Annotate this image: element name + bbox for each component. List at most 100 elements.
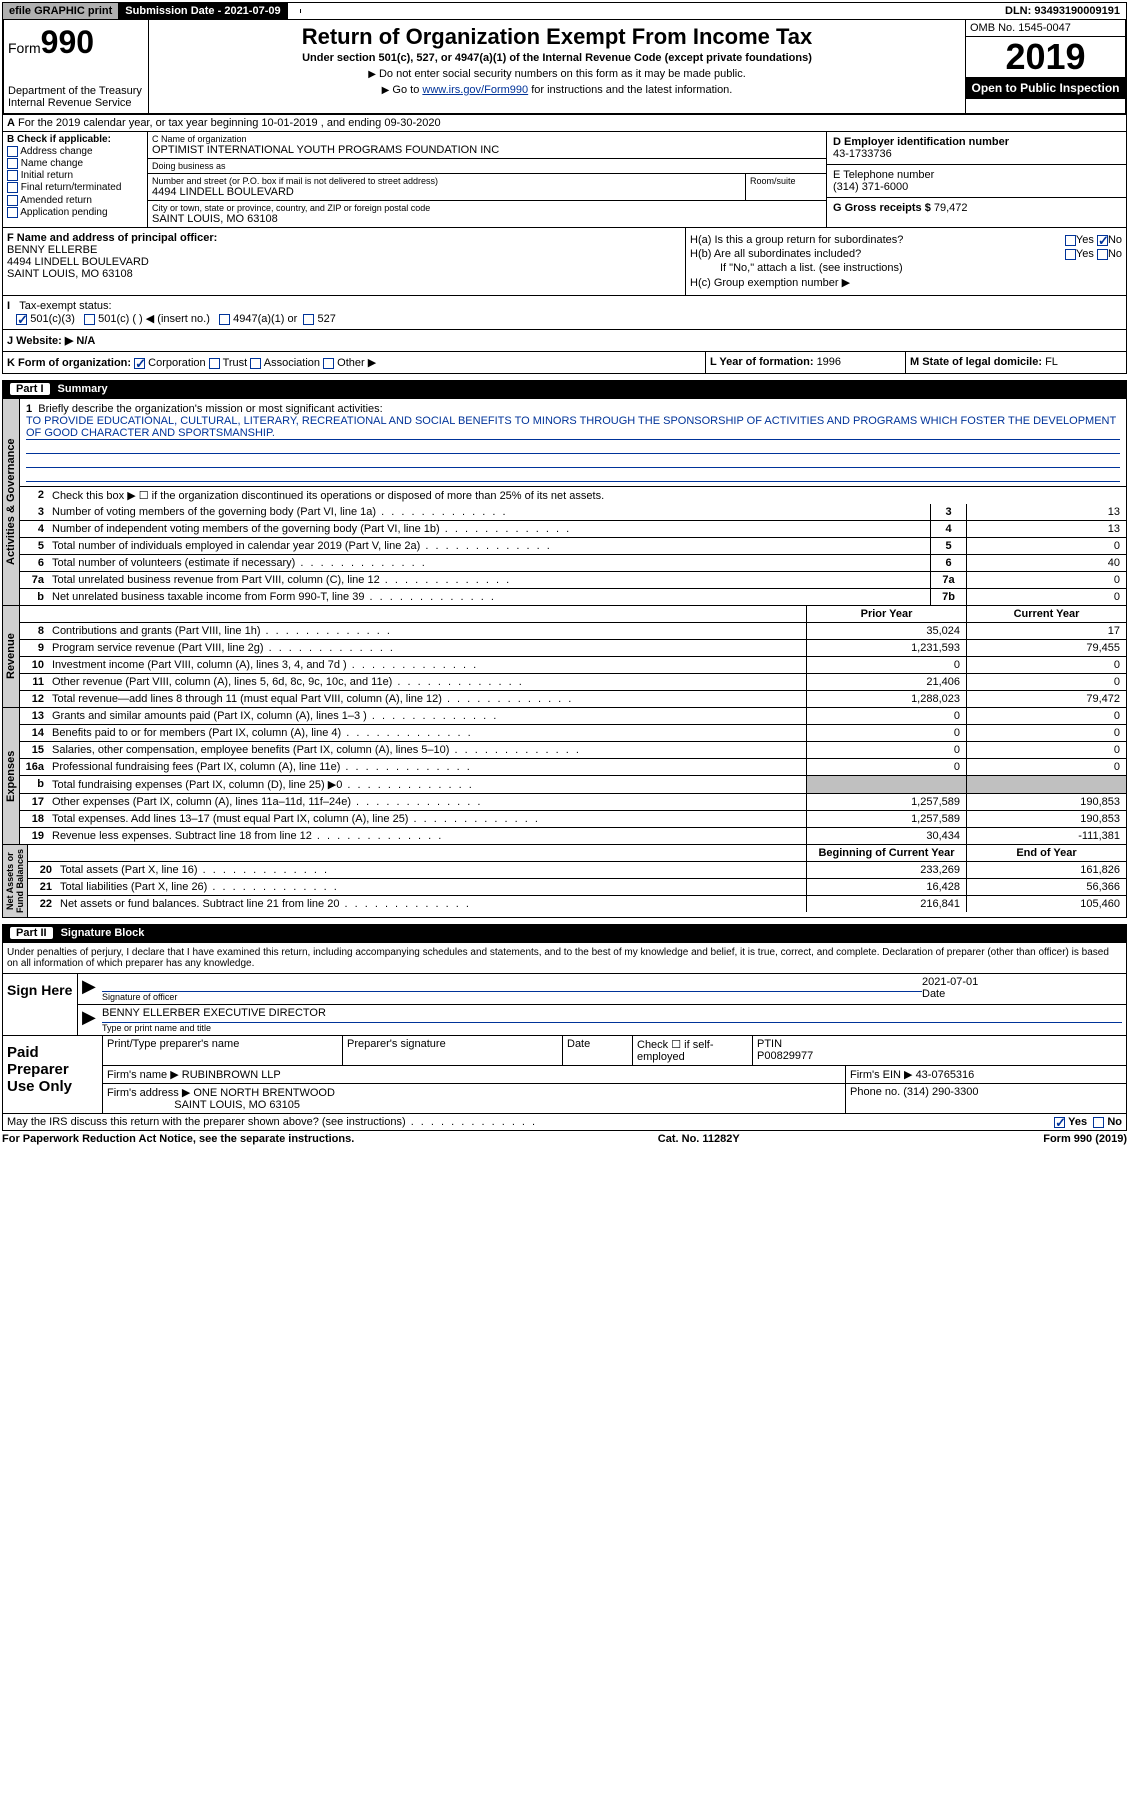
preparer-signature[interactable]: Preparer's signature xyxy=(343,1036,563,1065)
officer-signature[interactable]: Signature of officer xyxy=(102,976,922,1002)
summary-row: 18Total expenses. Add lines 13–17 (must … xyxy=(20,811,1126,828)
chk-final-return[interactable] xyxy=(7,182,18,193)
firm-name: Firm's name ▶ RUBINBROWN LLP xyxy=(103,1066,846,1083)
summary-row: 7aTotal unrelated business revenue from … xyxy=(20,572,1126,589)
form-title: Return of Organization Exempt From Incom… xyxy=(153,24,961,50)
summary-row: 22Net assets or fund balances. Subtract … xyxy=(28,896,1126,912)
summary-row: 4Number of independent voting members of… xyxy=(20,521,1126,538)
summary-row: 13Grants and similar amounts paid (Part … xyxy=(20,708,1126,725)
street-address: Number and street (or P.O. box if mail i… xyxy=(148,174,746,200)
tax-year: 2019 xyxy=(966,37,1125,77)
gross-receipts: G Gross receipts $ 79,472 xyxy=(827,198,1126,218)
form-title-block: Return of Organization Exempt From Incom… xyxy=(149,20,965,113)
note-link: ▶ Go to www.irs.gov/Form990 for instruct… xyxy=(153,84,961,96)
dln: DLN: 93493190009191 xyxy=(999,3,1126,19)
dba-row: Doing business as xyxy=(148,159,826,174)
chk-assoc[interactable] xyxy=(250,358,261,369)
tax-exempt-status: I Tax-exempt status: 501(c)(3) 501(c) ( … xyxy=(7,300,507,325)
department: Department of the Treasury Internal Reve… xyxy=(8,85,144,109)
chk-527[interactable] xyxy=(303,314,314,325)
discuss-row: May the IRS discuss this return with the… xyxy=(2,1114,1127,1131)
vtab-revenue: Revenue xyxy=(3,606,20,707)
city-row: City or town, state or province, country… xyxy=(148,201,826,227)
form-of-org: K Form of organization: Corporation Trus… xyxy=(3,352,706,373)
officer-name: BENNY ELLERBER EXECUTIVE DIRECTORType or… xyxy=(102,1007,1122,1033)
part-2-header: Part IISignature Block xyxy=(2,924,1127,942)
chk-501c3[interactable] xyxy=(16,314,27,325)
summary-row: 10Investment income (Part VIII, column (… xyxy=(20,657,1126,674)
summary-row: 17Other expenses (Part IX, column (A), l… xyxy=(20,794,1126,811)
sig-date: 2021-07-01Date xyxy=(922,976,1122,1002)
principal-officer: F Name and address of principal officer:… xyxy=(3,228,686,295)
year-formation: L Year of formation: 1996 xyxy=(706,352,906,373)
note-ssn: ▶ Do not enter social security numbers o… xyxy=(153,68,961,80)
summary-row: 15Salaries, other compensation, employee… xyxy=(20,742,1126,759)
room-suite: Room/suite xyxy=(746,174,826,200)
preparer-name: Print/Type preparer's name xyxy=(103,1036,343,1065)
chk-4947[interactable] xyxy=(219,314,230,325)
chk-amended[interactable] xyxy=(7,195,18,206)
group-return-block: H(a) Is this a group return for subordin… xyxy=(686,228,1126,295)
summary-row: 20Total assets (Part X, line 16)233,2691… xyxy=(28,862,1126,879)
efile-link[interactable]: efile GRAPHIC print xyxy=(3,3,119,19)
top-bar: efile GRAPHIC print Submission Date - 20… xyxy=(2,2,1127,20)
summary-row: bTotal fundraising expenses (Part IX, co… xyxy=(20,776,1126,794)
summary-row: 6Total number of volunteers (estimate if… xyxy=(20,555,1126,572)
ptin: PTINP00829977 xyxy=(753,1036,1126,1065)
mission-block: 1 Briefly describe the organization's mi… xyxy=(20,399,1126,487)
part-1-header: Part ISummary xyxy=(2,380,1127,398)
footer: For Paperwork Reduction Act Notice, see … xyxy=(2,1131,1127,1147)
chk-discuss-yes[interactable] xyxy=(1054,1117,1065,1128)
spacer xyxy=(288,9,301,13)
summary-row: 9Program service revenue (Part VIII, lin… xyxy=(20,640,1126,657)
firm-ein: Firm's EIN ▶ 43-0765316 xyxy=(846,1066,1126,1083)
summary-row: 14Benefits paid to or for members (Part … xyxy=(20,725,1126,742)
sig-arrow-icon: ▶ xyxy=(82,1007,102,1033)
state-domicile: M State of legal domicile: FL xyxy=(906,352,1126,373)
summary-row: 19Revenue less expenses. Subtract line 1… xyxy=(20,828,1126,844)
chk-trust[interactable] xyxy=(209,358,220,369)
summary-row: 3Number of voting members of the governi… xyxy=(20,504,1126,521)
chk-app-pending[interactable] xyxy=(7,207,18,218)
summary-row: 8Contributions and grants (Part VIII, li… xyxy=(20,623,1126,640)
chk-ha-yes[interactable] xyxy=(1065,235,1076,246)
sig-arrow-icon: ▶ xyxy=(82,976,102,1002)
website-row: J Website: ▶ N/A xyxy=(2,330,1127,352)
chk-other[interactable] xyxy=(323,358,334,369)
preparer-date: Date xyxy=(563,1036,633,1065)
chk-address-change[interactable] xyxy=(7,146,18,157)
na-header: Beginning of Current YearEnd of Year xyxy=(28,845,1126,862)
phone-row: E Telephone number (314) 371-6000 xyxy=(827,165,1126,198)
chk-corp[interactable] xyxy=(134,358,145,369)
revenue-header: Prior YearCurrent Year xyxy=(20,606,1126,623)
chk-hb-no[interactable] xyxy=(1097,249,1108,260)
summary-row: 5Total number of individuals employed in… xyxy=(20,538,1126,555)
irs-link[interactable]: www.irs.gov/Form990 xyxy=(422,84,528,96)
form-subtitle: Under section 501(c), 527, or 4947(a)(1)… xyxy=(153,52,961,64)
vtab-expenses: Expenses xyxy=(3,708,20,844)
summary-row: 12Total revenue—add lines 8 through 11 (… xyxy=(20,691,1126,707)
summary-row: 21Total liabilities (Part X, line 26)16,… xyxy=(28,879,1126,896)
chk-initial-return[interactable] xyxy=(7,170,18,181)
self-employed-check[interactable]: Check ☐ if self-employed xyxy=(633,1036,753,1065)
line-a: A For the 2019 calendar year, or tax yea… xyxy=(2,115,1127,132)
chk-discuss-no[interactable] xyxy=(1093,1117,1104,1128)
col-b-checkboxes: B Check if applicable: Address change Na… xyxy=(3,132,148,227)
firm-address: Firm's address ▶ ONE NORTH BRENTWOOD SAI… xyxy=(103,1084,846,1113)
paid-preparer-label: Paid Preparer Use Only xyxy=(3,1036,103,1113)
chk-name-change[interactable] xyxy=(7,158,18,169)
omb-number: OMB No. 1545-0047 xyxy=(966,20,1125,37)
firm-phone: Phone no. (314) 290-3300 xyxy=(846,1084,1126,1113)
vtab-netassets: Net Assets or Fund Balances xyxy=(3,845,28,917)
perjury-paragraph: Under penalties of perjury, I declare th… xyxy=(3,943,1126,973)
chk-ha-no[interactable] xyxy=(1097,235,1108,246)
chk-hb-yes[interactable] xyxy=(1065,249,1076,260)
summary-row: 11Other revenue (Part VIII, column (A), … xyxy=(20,674,1126,691)
ein-row: D Employer identification number 43-1733… xyxy=(827,132,1126,165)
summary-row: 16aProfessional fundraising fees (Part I… xyxy=(20,759,1126,776)
chk-501c[interactable] xyxy=(84,314,95,325)
vtab-activities: Activities & Governance xyxy=(3,399,20,605)
form-identifier: Form990 Department of the Treasury Inter… xyxy=(4,20,149,113)
sign-here-label: Sign Here xyxy=(3,974,78,1035)
summary-row: bNet unrelated business taxable income f… xyxy=(20,589,1126,605)
